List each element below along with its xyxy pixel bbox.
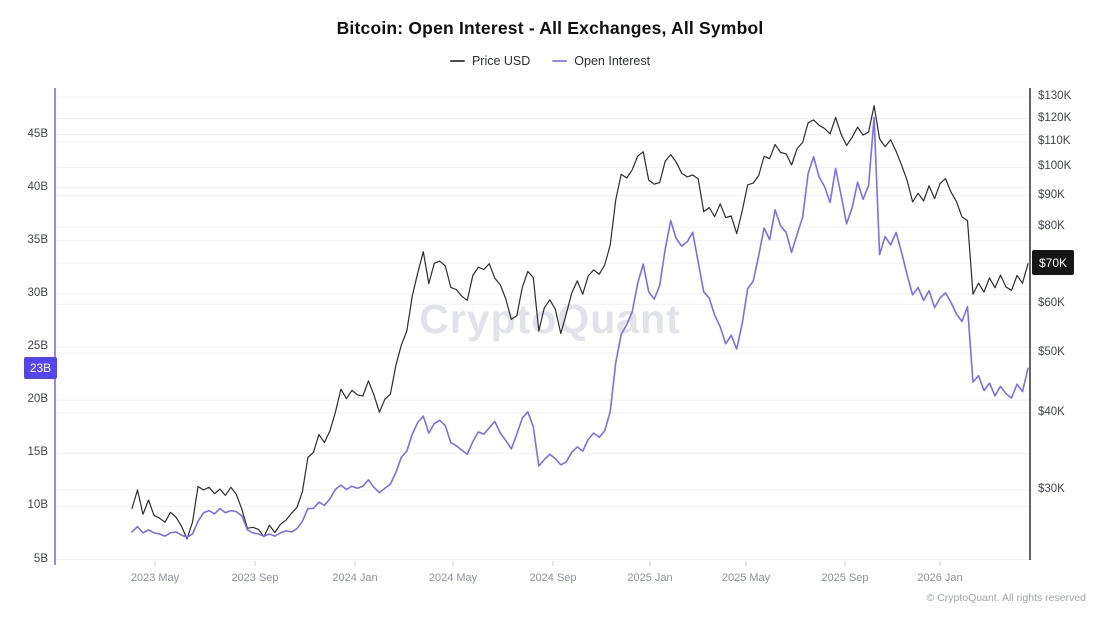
open-interest-line [131,116,1029,539]
open-interest-line-swatch-icon [552,59,568,63]
price-current-value-badge: $70K [1032,250,1074,276]
cryptoquant-watermark: CryptoQuant [419,296,681,342]
legend-item-open-interest[interactable]: Open Interest [552,54,650,68]
price-usd-line [131,105,1029,540]
copyright-notice: © CryptoQuant. All rights reserved [926,592,1086,604]
legend-item-price-usd[interactable]: Price USD [449,54,531,68]
legend: Price USD Open Interest [0,54,1100,68]
price-line-swatch-icon [449,59,465,63]
page-title: Bitcoin: Open Interest - All Exchanges, … [336,18,764,38]
legend-label-price-usd: Price USD [471,54,531,68]
open-interest-current-value-badge: 23B [24,357,57,380]
legend-label-open-interest: Open Interest [574,54,651,68]
